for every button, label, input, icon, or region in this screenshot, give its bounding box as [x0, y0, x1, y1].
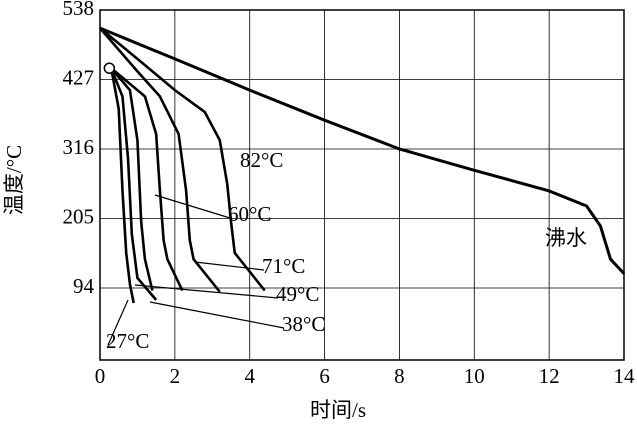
x-tick-label: 10: [464, 364, 485, 388]
series-label: 49°C: [276, 282, 319, 306]
x-axis-label: 时间/s: [310, 398, 366, 422]
x-tick-label: 2: [170, 364, 181, 388]
x-tick-label: 4: [244, 364, 255, 388]
x-tick-label: 12: [539, 364, 560, 388]
y-tick-label: 538: [63, 0, 95, 20]
leader-line: [149, 301, 285, 329]
series-label: 82°C: [240, 148, 283, 172]
line: [99, 27, 221, 293]
series-label: 27°C: [106, 329, 149, 353]
line: [109, 67, 135, 304]
x-tick-label: 14: [614, 364, 636, 388]
leader-line: [107, 299, 129, 346]
series-label: 71°C: [262, 254, 305, 278]
line: [110, 67, 184, 292]
start-marker: [103, 62, 116, 74]
y-tick-label: 427: [63, 65, 95, 89]
line: [110, 67, 154, 291]
leader-line: [194, 261, 265, 271]
line: [99, 27, 266, 292]
line: [110, 67, 158, 301]
y-tick-label: 94: [73, 274, 95, 298]
series-label: 沸水: [545, 226, 587, 250]
x-tick-label: 8: [394, 364, 405, 388]
x-tick-label: 0: [95, 364, 106, 388]
line: [99, 26, 626, 275]
series-label: 38°C: [282, 312, 325, 336]
y-axis-label: 温度/°C: [2, 145, 26, 215]
leader-line: [134, 284, 279, 299]
x-tick-label: 6: [319, 364, 330, 388]
y-tick-label: 205: [63, 204, 95, 228]
y-tick-label: 316: [63, 135, 95, 159]
plot-frame: [99, 9, 625, 361]
leader-line: [154, 194, 231, 219]
series-label: 60°C: [228, 202, 271, 226]
